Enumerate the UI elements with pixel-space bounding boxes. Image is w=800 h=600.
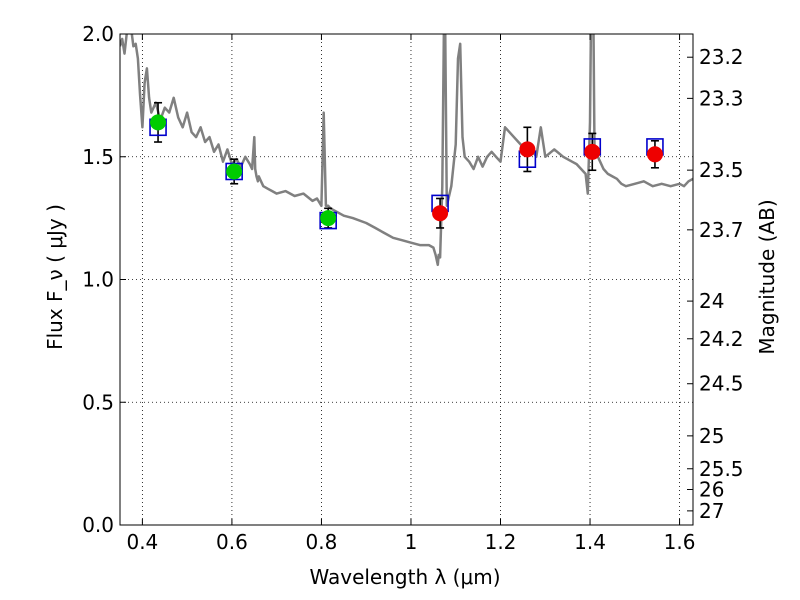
y2-tick-label: 25: [699, 424, 724, 448]
y2-tick-label: 26: [699, 478, 724, 502]
y2-tick-label: 25.5: [699, 457, 744, 481]
y-tick-label: 1.5: [82, 145, 114, 169]
y-tick-label: 2.0: [82, 22, 114, 46]
y2-tick-label: 23.2: [699, 45, 744, 69]
y-axis-label: Flux F_ν ( μJy ): [43, 204, 67, 350]
y2-tick-label: 24: [699, 289, 724, 313]
x-tick-label: 0.6: [216, 530, 248, 554]
spectrum-line: [120, 34, 693, 267]
x-tick-label: 1.6: [664, 530, 696, 554]
x-tick-label: 0.4: [126, 530, 158, 554]
y2-tick-label: 23.3: [699, 86, 744, 110]
data-point-red: [584, 143, 601, 160]
y2-tick-label: 27: [699, 499, 724, 523]
y-tick-label: 1.0: [82, 268, 114, 292]
data-points: [150, 114, 663, 227]
data-point-green: [226, 163, 243, 180]
y2-tick-label: 23.5: [699, 158, 744, 182]
y2-tick-label: 24.2: [699, 327, 744, 351]
x-tick-label: 0.8: [306, 530, 338, 554]
data-point-green: [320, 210, 337, 227]
y2-axis-label: Magnitude (AB): [755, 199, 779, 354]
axis-ticks: [120, 33, 693, 526]
data-point-red: [519, 141, 536, 158]
tick-labels: 0.4 0.6 0.8 1 1.2 1.4 1.6 0.0 0.5 1.0 1.5 2.0 23.2 23…: [82, 22, 743, 554]
x-tick-label: 1.4: [574, 530, 606, 554]
x-tick-label: 1.2: [485, 530, 517, 554]
data-point-green: [150, 114, 167, 131]
model-spectrum: [120, 34, 693, 267]
y2-tick-label: 23.7: [699, 218, 744, 242]
data-point-red: [646, 146, 663, 163]
plot-frame: [119, 33, 694, 526]
x-tick-label: 1: [405, 530, 418, 554]
data-point-red: [432, 205, 449, 222]
grid-lines: [120, 33, 693, 526]
y-tick-label: 0.5: [82, 390, 114, 414]
y2-tick-label: 24.5: [699, 372, 744, 396]
y-tick-label: 0.0: [82, 513, 114, 537]
x-axis-label: Wavelength λ (μm): [309, 565, 500, 589]
